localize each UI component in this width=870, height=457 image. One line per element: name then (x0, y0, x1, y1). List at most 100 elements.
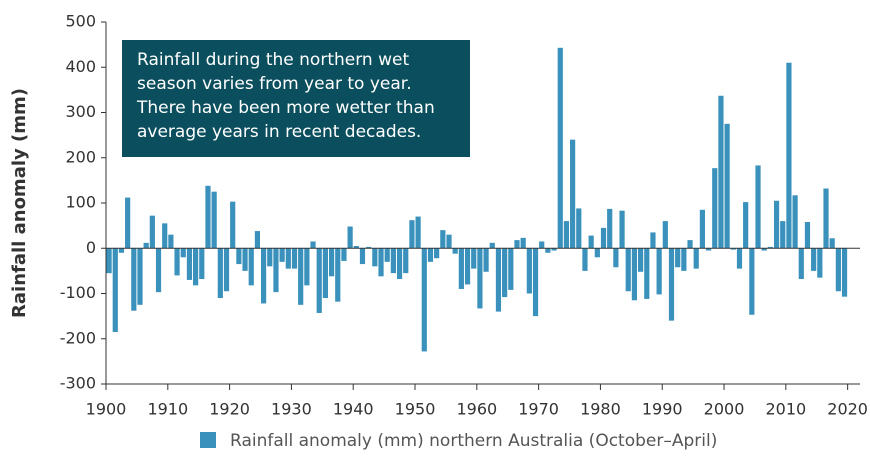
bar (773, 200, 780, 249)
bar (835, 248, 841, 292)
bar (261, 248, 267, 304)
bar (514, 240, 520, 249)
x-tick-label: 2020 (827, 400, 868, 419)
bar (291, 248, 298, 269)
bar (322, 248, 328, 299)
bar (464, 248, 471, 285)
bar (298, 248, 304, 305)
bar (217, 248, 223, 299)
bar (316, 248, 322, 313)
bar (792, 195, 798, 249)
bar (421, 248, 427, 352)
bar (390, 248, 396, 274)
x-tick-label: 1960 (456, 400, 497, 419)
bar (693, 248, 699, 269)
bar (489, 242, 495, 249)
x-tick-label: 1930 (271, 400, 312, 419)
bar (712, 168, 718, 249)
bar (174, 248, 180, 276)
x-tick-label: 1900 (86, 400, 127, 419)
bar (285, 248, 291, 269)
y-tick-label: 0 (86, 238, 96, 257)
bar (576, 208, 582, 249)
bar (353, 245, 359, 249)
bar (563, 221, 570, 249)
legend-swatch (200, 432, 216, 448)
bar (798, 248, 804, 280)
annotation-line: Rainfall during the northern wet (137, 50, 409, 70)
y-tick-label: -100 (60, 283, 96, 302)
bar (749, 248, 755, 315)
bar (193, 248, 199, 286)
bar (180, 248, 186, 258)
bar (483, 248, 489, 272)
annotation-line: season varies from year to year. (137, 74, 412, 94)
bar (736, 248, 743, 269)
x-tick-label: 1950 (395, 400, 436, 419)
bar (532, 248, 539, 317)
bar (359, 248, 366, 265)
bar (335, 248, 341, 302)
bar (230, 201, 236, 249)
bar (223, 248, 230, 292)
bar (730, 248, 736, 250)
bar (625, 248, 631, 292)
bar (186, 248, 193, 280)
bar (638, 248, 644, 272)
y-tick-label: -200 (60, 328, 96, 347)
bar (668, 248, 675, 321)
bar (656, 248, 662, 295)
bar (211, 191, 217, 249)
bar (539, 241, 545, 249)
bar (545, 248, 551, 253)
y-tick-label: 300 (65, 102, 96, 121)
bar (780, 221, 786, 249)
annotation: Rainfall during the northern wet season … (122, 40, 470, 157)
bar (582, 248, 588, 271)
bar (267, 248, 273, 267)
x-tick-label: 1980 (580, 400, 621, 419)
bar (328, 248, 335, 277)
bar (440, 230, 446, 249)
bar (434, 248, 440, 259)
bar (458, 248, 464, 289)
bar (811, 248, 817, 271)
bar (743, 202, 749, 249)
x-tick-label: 1910 (147, 400, 188, 419)
bar (699, 209, 705, 249)
y-tick-label: 200 (65, 147, 96, 166)
bar (415, 216, 421, 249)
bar (675, 248, 681, 268)
y-axis-label: Rainfall anomaly (mm) (9, 88, 30, 318)
bar (570, 139, 576, 249)
bar (817, 248, 823, 278)
bar (254, 231, 261, 249)
y-tick-label: -300 (60, 374, 96, 393)
annotation-line: There have been more wetter than (136, 98, 435, 118)
y-tick-label: 100 (65, 193, 96, 212)
bar (786, 62, 792, 249)
bar (650, 232, 656, 249)
bar (378, 248, 384, 277)
x-tick-label: 1940 (333, 400, 374, 419)
bar (705, 248, 712, 251)
bar (687, 240, 693, 249)
bar (724, 123, 730, 249)
bar (502, 248, 508, 298)
bar (495, 248, 502, 312)
bar (137, 248, 143, 305)
bar (341, 248, 347, 261)
bar (125, 197, 131, 249)
bar (199, 248, 205, 280)
bar (248, 248, 254, 286)
bar (366, 246, 372, 249)
bar (273, 248, 279, 293)
bar (804, 222, 811, 249)
bar (106, 248, 112, 274)
bar (829, 238, 835, 249)
bar (403, 248, 409, 274)
bar (384, 248, 390, 262)
bar (823, 188, 829, 249)
bar (452, 248, 458, 254)
